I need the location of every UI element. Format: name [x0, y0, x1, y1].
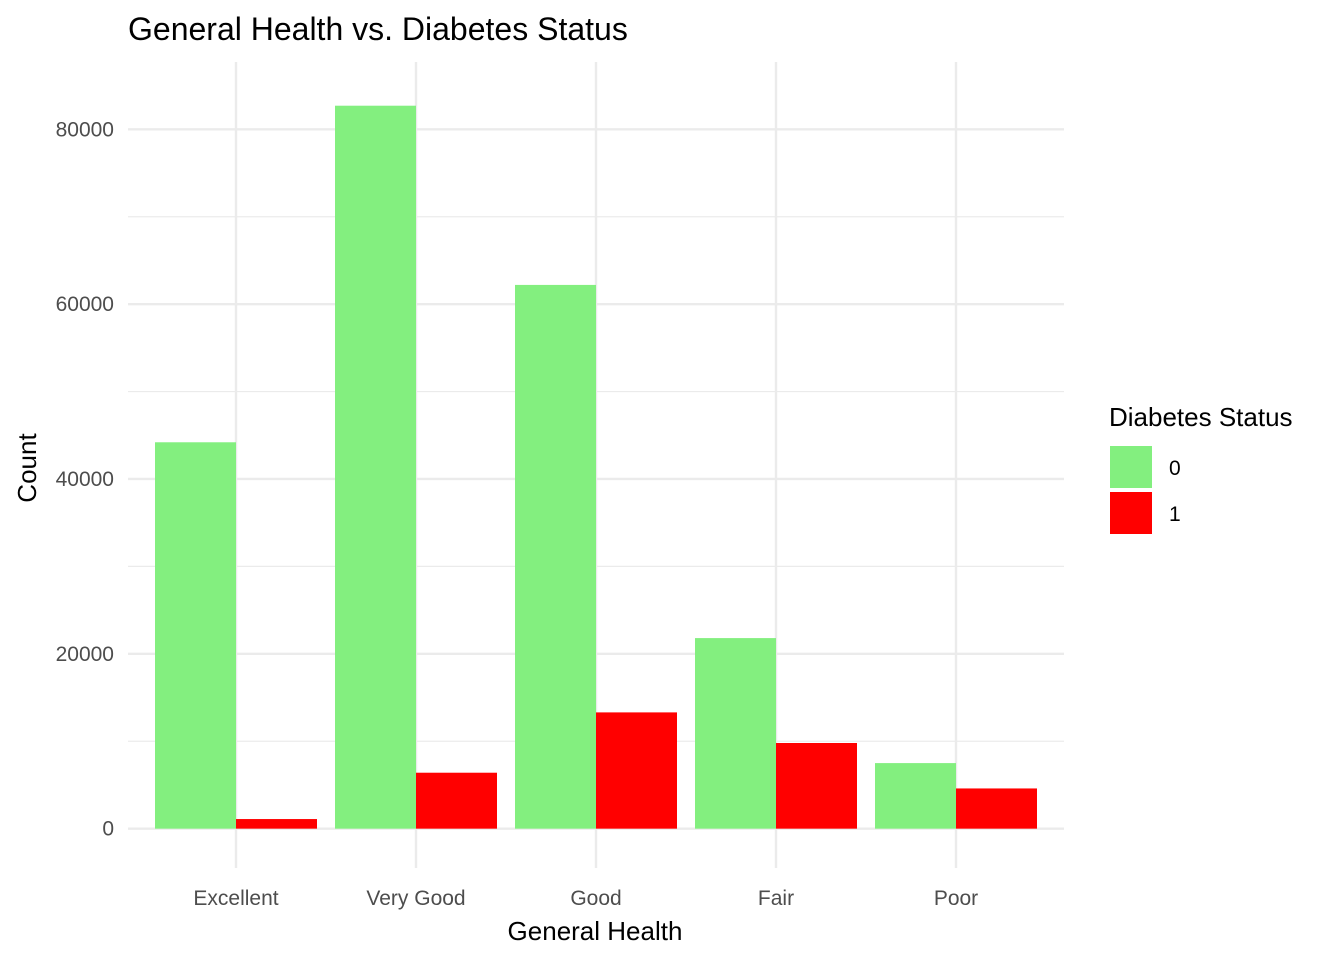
x-tick-label: Very Good: [366, 887, 465, 910]
legend-label-1: 1: [1169, 503, 1181, 526]
x-tick-label: Good: [570, 887, 621, 910]
bar-excellent-series-1: [236, 819, 317, 829]
y-tick-label: 60000: [56, 293, 114, 316]
legend-label-0: 0: [1169, 457, 1181, 480]
y-tick-label: 20000: [56, 643, 114, 666]
legend-swatch-0: [1110, 446, 1152, 488]
bar-fair-series-1: [776, 742, 857, 829]
y-axis-title: Count: [12, 433, 42, 503]
y-tick-label: 80000: [56, 118, 114, 141]
x-tick-label: Fair: [758, 887, 794, 910]
bar-good-series-1: [596, 712, 677, 829]
bar-very-good-series-1: [416, 772, 497, 829]
legend-title: Diabetes Status: [1109, 402, 1293, 432]
y-tick-label: 0: [102, 818, 114, 841]
y-tick-label: 40000: [56, 468, 114, 491]
bar-good-series-0: [515, 284, 596, 829]
x-tick-label: Excellent: [193, 887, 278, 910]
legend-items: 01: [1110, 446, 1181, 534]
bar-poor-series-1: [956, 788, 1037, 829]
bar-poor-series-0: [875, 763, 956, 829]
ticks-layer: 0 20000 40000 60000 80000 Excellent Very Good G…: [56, 118, 979, 910]
x-axis-title: General Health: [508, 916, 683, 946]
bars-layer: [155, 105, 1037, 829]
bar-excellent-series-0: [155, 442, 236, 829]
x-tick-label: Poor: [934, 887, 978, 910]
bar-fair-series-0: [695, 638, 776, 829]
bar-very-good-series-0: [335, 105, 416, 829]
legend: Diabetes Status 01: [1109, 402, 1293, 534]
chart-title: General Health vs. Diabetes Status: [128, 11, 628, 47]
legend-swatch-1: [1110, 492, 1152, 534]
